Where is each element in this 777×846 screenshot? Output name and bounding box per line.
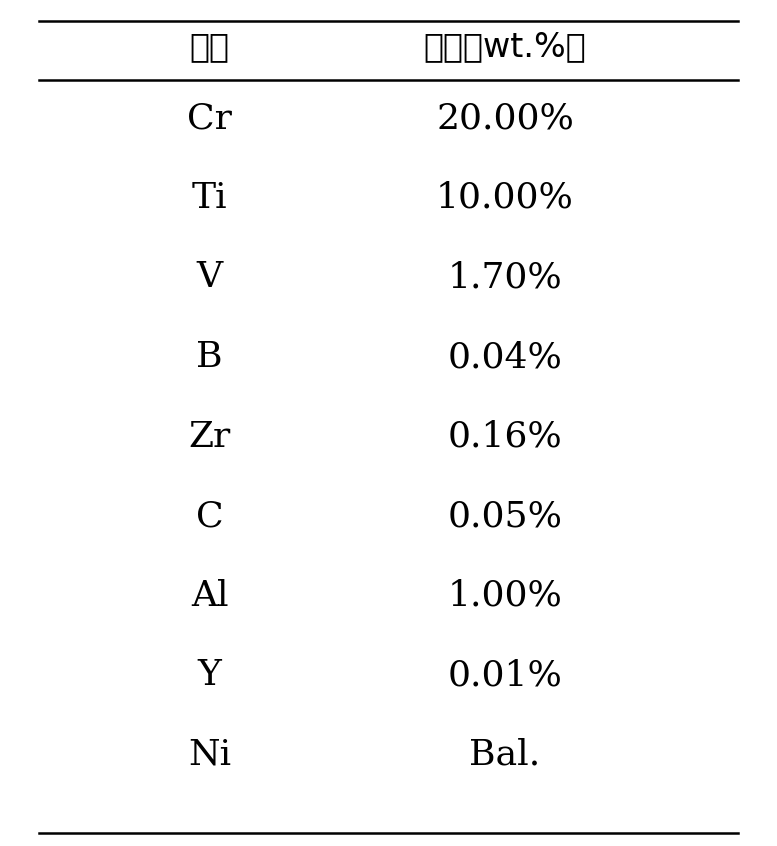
Text: 0.01%: 0.01% (448, 658, 563, 692)
Text: 0.05%: 0.05% (448, 499, 563, 533)
Text: 含量（wt.%）: 含量（wt.%） (423, 30, 587, 63)
Text: 元素: 元素 (190, 30, 230, 63)
Text: 0.04%: 0.04% (448, 340, 563, 374)
Text: V: V (197, 261, 223, 294)
Text: Ni: Ni (188, 738, 232, 772)
Text: B: B (197, 340, 223, 374)
Text: 20.00%: 20.00% (436, 102, 574, 135)
Text: Ti: Ti (192, 181, 228, 215)
Text: Al: Al (191, 579, 228, 613)
Text: Bal.: Bal. (469, 738, 541, 772)
Text: C: C (196, 499, 224, 533)
Text: Cr: Cr (187, 102, 232, 135)
Text: 1.00%: 1.00% (448, 579, 563, 613)
Text: 0.16%: 0.16% (448, 420, 563, 453)
Text: 1.70%: 1.70% (448, 261, 563, 294)
Text: 10.00%: 10.00% (436, 181, 574, 215)
Text: Y: Y (198, 658, 221, 692)
Text: Zr: Zr (189, 420, 231, 453)
